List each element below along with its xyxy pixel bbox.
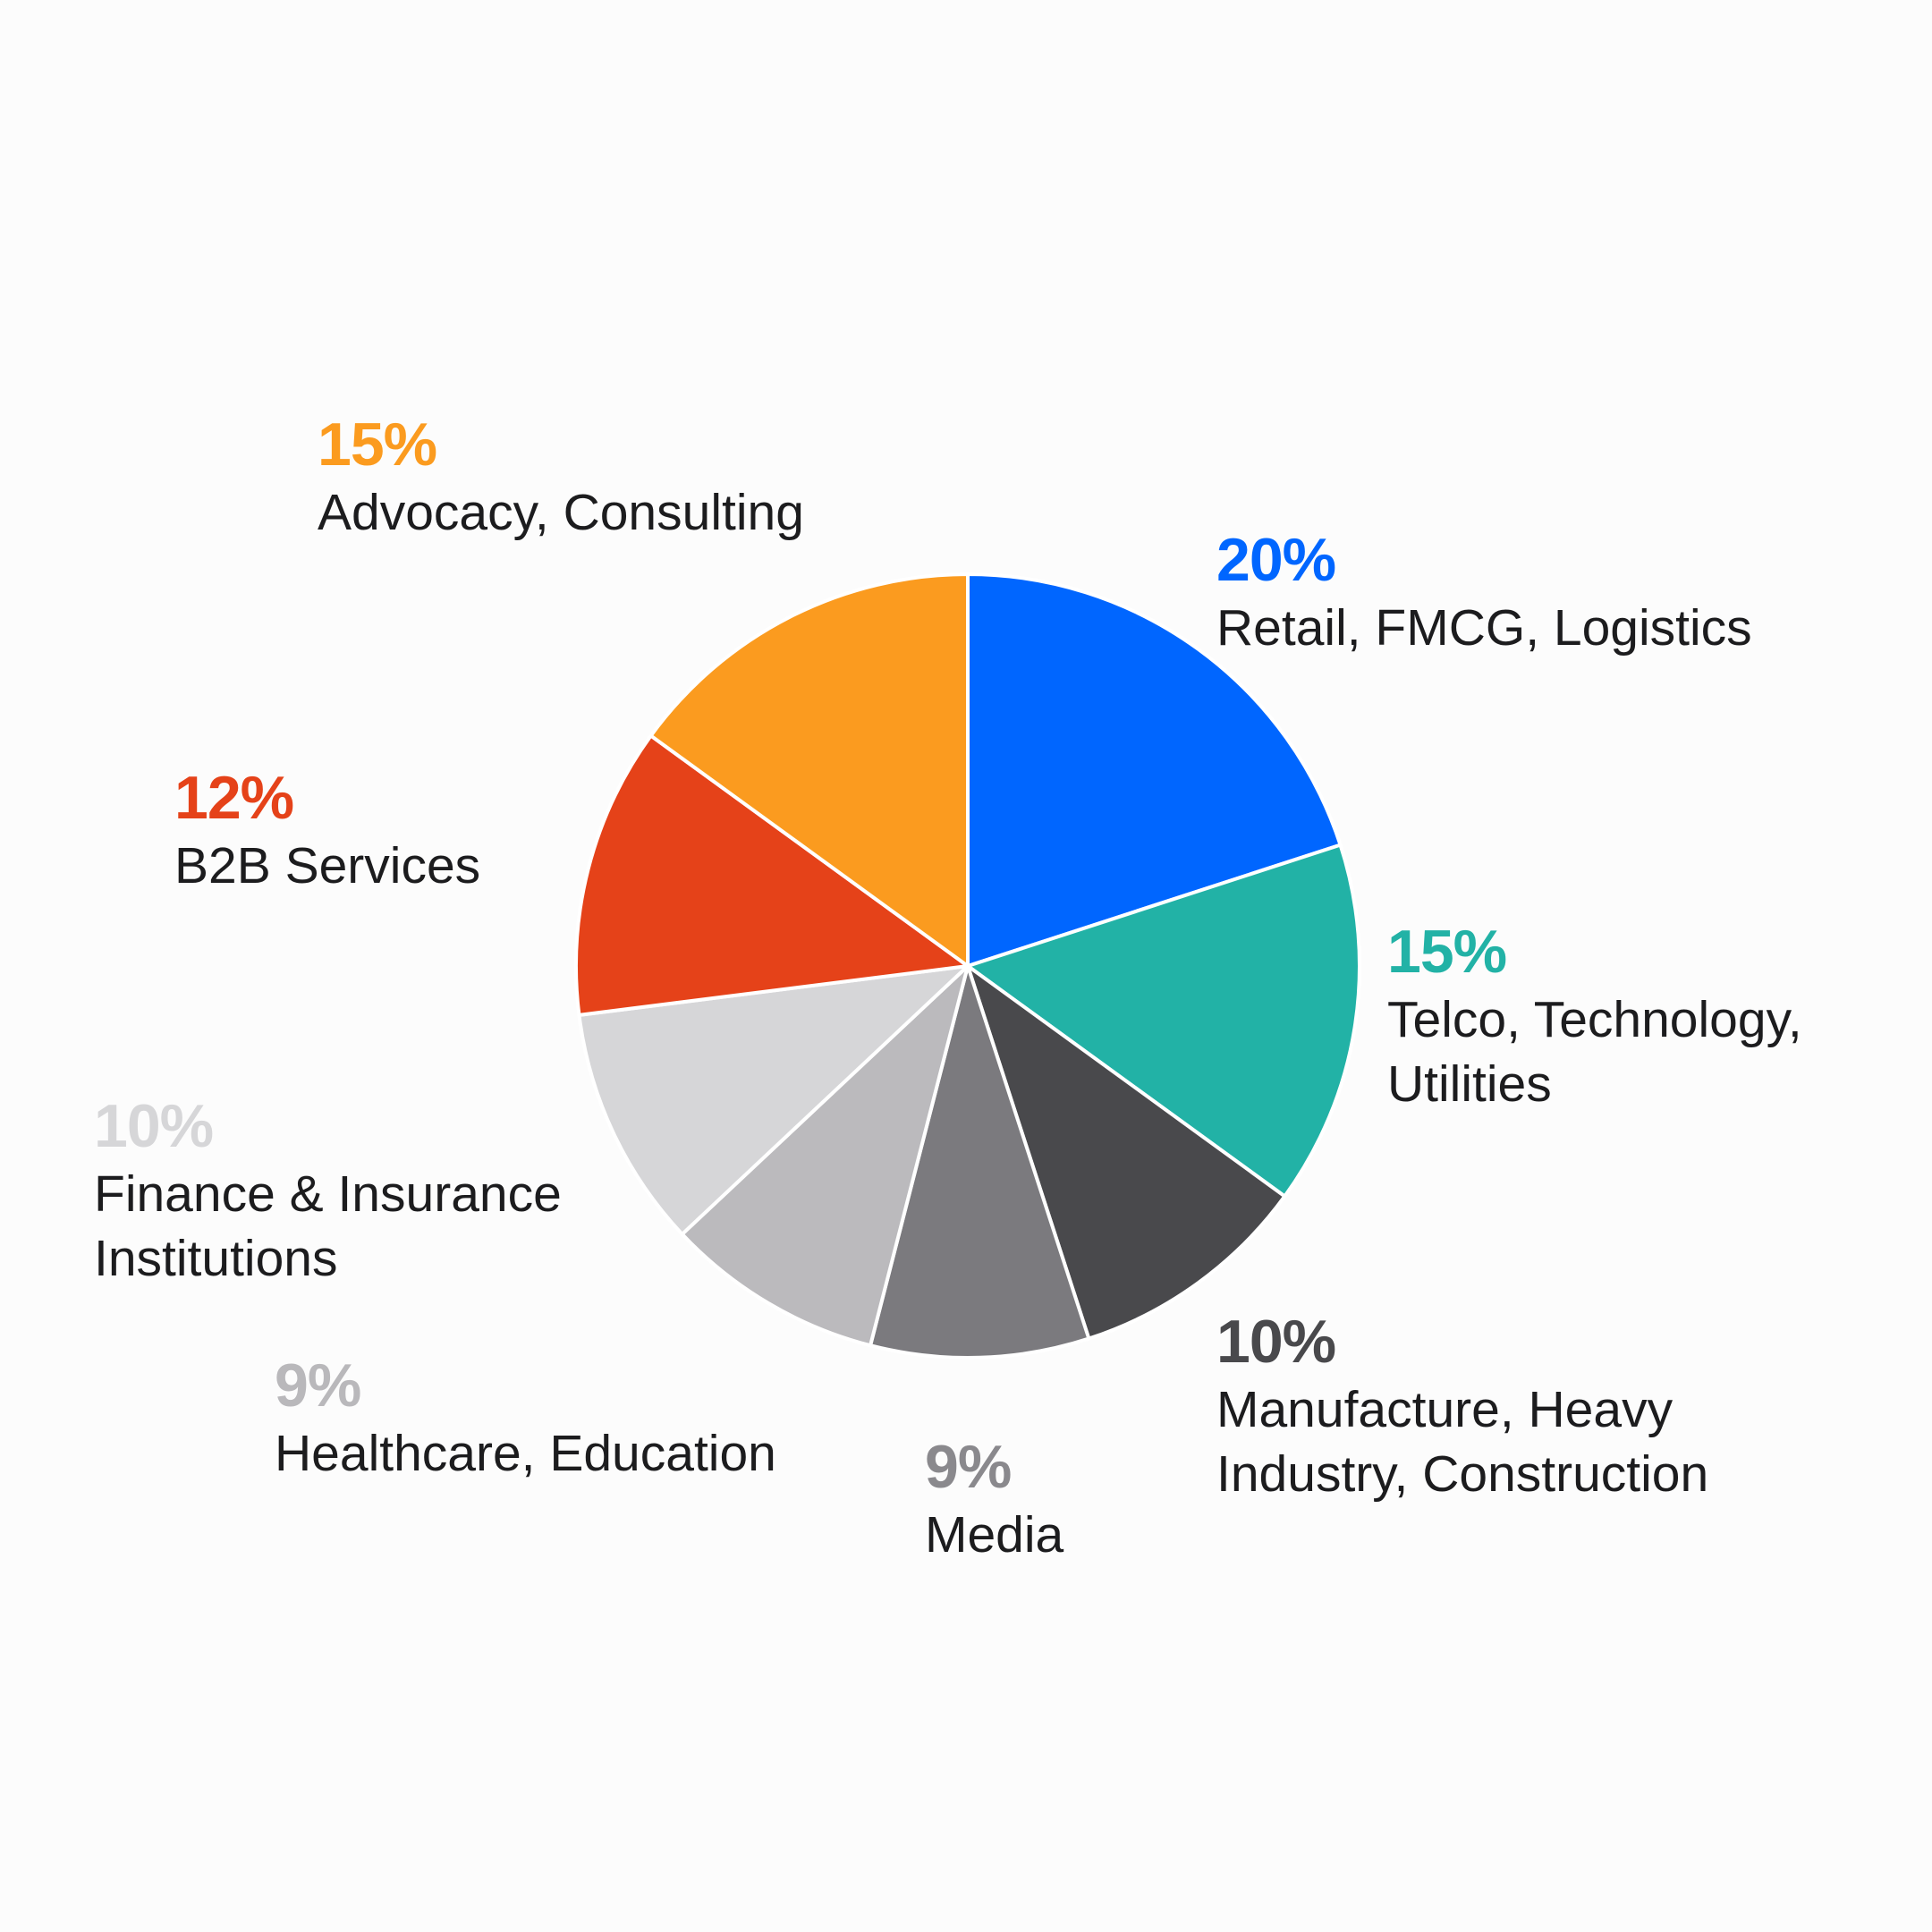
- category-label-healthcare: Healthcare, Education: [275, 1425, 776, 1482]
- value-label-manufacture: 10%: [1216, 1308, 1336, 1376]
- value-label-media: 9%: [925, 1433, 1012, 1501]
- category-label-retail: Retail, FMCG, Logistics: [1216, 599, 1752, 657]
- pie-slices: [574, 572, 1361, 1360]
- category-label-advocacy: Advocacy, Consulting: [318, 484, 804, 541]
- pie-slice-8: [648, 572, 970, 968]
- value-label-telco: 15%: [1387, 918, 1507, 986]
- pie-slice-7: [574, 733, 970, 1017]
- value-label-finance: 10%: [94, 1092, 214, 1160]
- category-label-telco: Telco, Technology, Utilities: [1387, 991, 1802, 1113]
- pie-slice-5: [680, 964, 970, 1348]
- label-finance: 10% Finance & Insurance Institutions: [94, 1096, 562, 1291]
- category-label-finance: Finance & Insurance Institutions: [94, 1165, 562, 1287]
- pie-slice-1: [966, 572, 1343, 968]
- pie-slice-2: [966, 843, 1361, 1199]
- label-healthcare: 9% Healthcare, Education: [275, 1355, 776, 1486]
- pie-slice-3: [966, 964, 1287, 1341]
- pie-slice-6: [577, 964, 970, 1236]
- value-label-retail: 20%: [1216, 526, 1336, 594]
- category-label-b2b: B2B Services: [174, 837, 481, 894]
- pie-slice-4: [869, 964, 1091, 1360]
- label-advocacy: 15% Advocacy, Consulting: [318, 414, 804, 545]
- value-label-healthcare: 9%: [275, 1352, 361, 1419]
- label-media: 9% Media: [925, 1436, 1063, 1567]
- category-label-media: Media: [925, 1506, 1064, 1563]
- label-telco: 15% Telco, Technology, Utilities: [1387, 921, 1802, 1116]
- label-b2b: 12% B2B Services: [174, 767, 480, 898]
- value-label-b2b: 12%: [174, 764, 294, 832]
- label-manufacture: 10% Manufacture, Heavy Industry, Constru…: [1216, 1311, 1708, 1506]
- label-retail: 20% Retail, FMCG, Logistics: [1216, 530, 1752, 660]
- value-label-advocacy: 15%: [318, 411, 437, 479]
- category-label-manufacture: Manufacture, Heavy Industry, Constructio…: [1216, 1381, 1709, 1503]
